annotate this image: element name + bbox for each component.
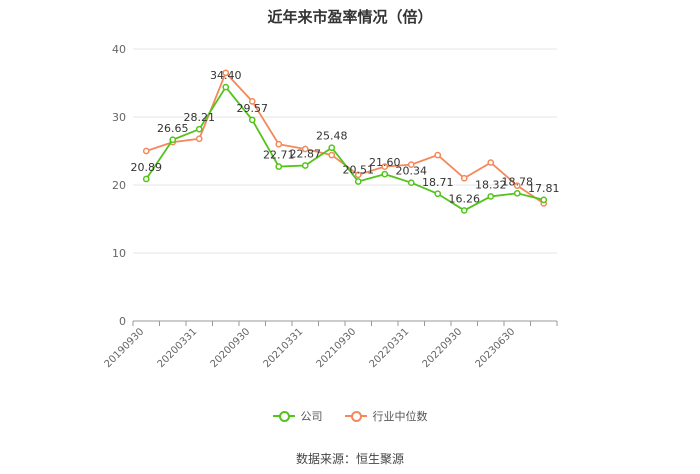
data-point-industry [434, 151, 442, 159]
data-point-company [487, 193, 495, 200]
data-label: 18.71 [422, 176, 454, 189]
y-tick-label: 10 [112, 247, 126, 260]
data-label: 20.51 [343, 164, 375, 177]
data-point-company [275, 163, 283, 170]
legend: 公司 行业中位数 [0, 408, 700, 424]
data-point-company [513, 189, 521, 197]
x-tick-label: 20210930 [315, 326, 359, 370]
data-label: 21.60 [369, 156, 401, 169]
data-point-industry [195, 135, 203, 143]
data-label: 18.32 [475, 178, 507, 191]
x-tick-label: 20200930 [209, 326, 253, 370]
x-tick-label: 20220331 [368, 326, 412, 370]
data-point-industry [301, 145, 309, 153]
data-point-industry [248, 98, 256, 105]
data-point-company [169, 136, 177, 144]
data-point-industry [222, 69, 230, 77]
data-label: 16.26 [449, 192, 481, 205]
data-point-company [328, 144, 336, 152]
data-point-industry [513, 182, 521, 190]
data-label: 20.89 [131, 161, 163, 174]
data-label: 29.57 [237, 102, 269, 115]
data-label: 28.21 [184, 111, 216, 124]
chart-title: 近年来市盈率情况（倍） [267, 8, 433, 26]
x-tick-label: 20220930 [421, 326, 465, 370]
legend-company-icon [272, 410, 295, 422]
series-line-company [145, 85, 544, 212]
y-tick-label: 20 [112, 179, 126, 192]
data-point-company [222, 83, 230, 91]
legend-industry-label: 行业中位数 [372, 410, 428, 423]
data-point-industry [354, 171, 362, 179]
legend-item-industry[interactable]: 行业中位数 [344, 408, 428, 424]
data-point-industry [142, 147, 150, 155]
data-point-company [381, 170, 389, 178]
data-point-company [434, 190, 442, 198]
data-point-company [142, 175, 150, 183]
data-point-company [407, 179, 415, 187]
data-point-company [301, 162, 309, 169]
data-point-company [540, 196, 548, 204]
data-label: 34.40 [210, 69, 242, 82]
data-label: 26.65 [157, 122, 189, 135]
data-label: 22.71 [263, 149, 295, 162]
data-label: 18.78 [502, 175, 534, 188]
y-tick-label: 0 [119, 315, 126, 328]
data-label: 17.81 [528, 182, 560, 195]
x-tick-label: 20200331 [156, 326, 200, 370]
data-point-industry [381, 163, 389, 170]
data-label: 25.48 [316, 130, 348, 143]
legend-industry-icon [344, 410, 367, 422]
data-label: 20.34 [396, 165, 428, 178]
data-point-industry [328, 151, 336, 159]
data-label: 22.87 [290, 147, 322, 160]
data-point-industry [460, 174, 468, 182]
data-source: 数据来源：恒生聚源 [295, 452, 404, 466]
data-point-industry [407, 161, 415, 168]
x-tick-label: 20210331 [262, 326, 306, 370]
y-tick-label: 30 [112, 111, 126, 124]
legend-company-label: 公司 [300, 410, 323, 423]
data-point-company [460, 207, 468, 214]
y-tick-label: 40 [112, 43, 126, 56]
data-point-industry [275, 140, 283, 148]
data-point-company [248, 116, 256, 124]
data-point-company [195, 125, 203, 133]
x-tick-label: 20230630 [474, 326, 518, 370]
legend-item-company[interactable]: 公司 [272, 408, 323, 424]
data-point-industry [487, 159, 495, 166]
data-point-company [354, 178, 362, 185]
x-tick-label: 20190930 [103, 326, 147, 370]
